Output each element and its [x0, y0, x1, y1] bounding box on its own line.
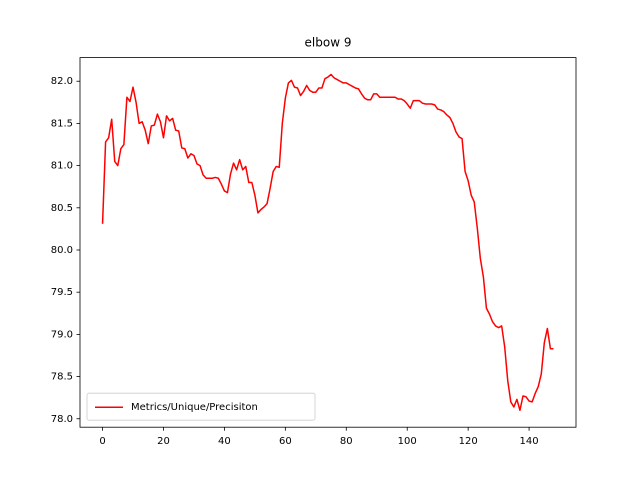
x-tick-label: 80 [340, 436, 353, 447]
x-tick-label: 0 [99, 436, 105, 447]
y-tick-label: 79.5 [51, 287, 73, 298]
chart-title: elbow 9 [305, 36, 352, 50]
y-tick-label: 79.0 [51, 329, 73, 340]
x-tick-label: 60 [279, 436, 292, 447]
legend: Metrics/Unique/Precisiton [86, 392, 316, 421]
axes-frame [79, 57, 577, 428]
y-tick-label: 81.0 [51, 161, 73, 172]
x-tick-label: 140 [520, 436, 539, 447]
y-tick-label: 81.5 [51, 118, 73, 129]
legend-label: Metrics/Unique/Precisiton [131, 402, 258, 413]
y-tick-label: 78.5 [51, 372, 73, 383]
y-tick-label: 80.0 [51, 245, 73, 256]
y-tick-label: 80.5 [51, 203, 73, 214]
line [101, 73, 554, 412]
y-tick-label: 78.0 [51, 414, 73, 425]
x-tick-label: 120 [459, 436, 478, 447]
legend-box [86, 392, 316, 421]
y-tick-label: 82.0 [51, 76, 73, 87]
x-tick-label: 40 [218, 436, 231, 447]
x-tick-label: 100 [398, 436, 417, 447]
x-tick-label: 20 [157, 436, 170, 447]
